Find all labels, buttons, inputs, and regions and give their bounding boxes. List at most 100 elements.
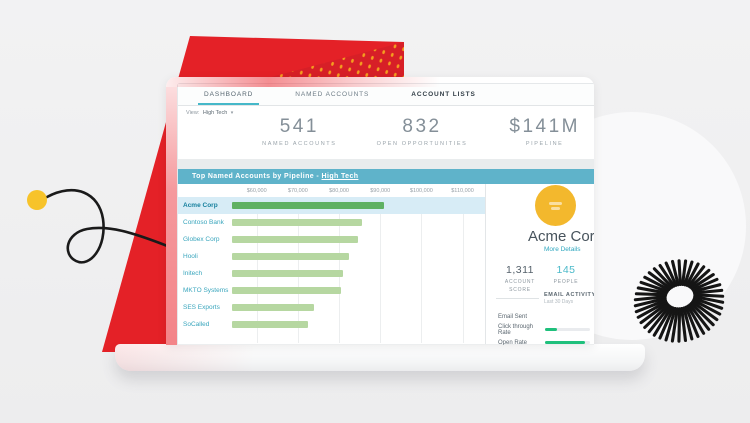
metric-row-click-through-rate: Click through Rate — [498, 323, 594, 336]
metric-label: Email Sent — [498, 313, 528, 320]
people-count: 145 PEOPLE — [553, 264, 579, 285]
tab-dashboard[interactable]: DASHBOARD — [197, 84, 260, 105]
pipeline-bar — [232, 304, 315, 311]
banner-title: Top Named Accounts by Pipeline - — [192, 173, 320, 180]
pipeline-bar — [232, 253, 350, 260]
stats-section: View: High Tech ▾ 541 NAMED ACCOUNTS 832 OP… — [178, 106, 594, 159]
pipeline-bar — [232, 202, 385, 209]
metric-label: Open Rate — [498, 339, 528, 346]
axis-tick-label: $100,000 — [409, 188, 433, 194]
bar-zone — [232, 321, 479, 328]
axis-tick-label: $80,000 — [329, 188, 349, 194]
account-score: 1,311 ACCOUNT SCORE — [504, 264, 536, 293]
pipeline-bar — [232, 236, 358, 243]
laptop-screen: DASHBOARD NAMED ACCOUNTS ACCOUNT LISTS Vie… — [166, 77, 594, 345]
axis-tick-label: $110,000 — [451, 188, 474, 194]
metric-row-open-rate: Open Rate — [498, 336, 594, 345]
email-activity-title: EMAIL ACTIVITY — [544, 292, 594, 298]
kpi-pipeline: $141M PIPELINE — [483, 116, 594, 147]
shell-ornament — [633, 259, 725, 343]
kpi-label: NAMED ACCOUNTS — [262, 141, 337, 147]
metric-track — [545, 341, 590, 344]
chart-row-socalled[interactable]: SoCalled — [178, 316, 485, 333]
company-label: SoCalled — [183, 321, 210, 328]
tab-bar: DASHBOARD NAMED ACCOUNTS ACCOUNT LISTS — [178, 84, 594, 106]
chart-row-mkto-systems[interactable]: MKTO Systems — [178, 282, 485, 299]
kpi-label: OPEN OPPORTUNITIES — [376, 141, 468, 147]
email-activity-header: EMAIL ACTIVITY Last 30 Days — [496, 292, 594, 305]
tab-named-accounts[interactable]: NAMED ACCOUNTS — [295, 91, 370, 98]
kpi-value: $141M — [509, 116, 580, 137]
kpi-label: PIPELINE — [525, 141, 564, 147]
axis-tick-label: $90,000 — [370, 188, 391, 194]
metric-row-email-sent: Email Sent — [498, 310, 594, 323]
chart-row-initech[interactable]: Initech — [178, 265, 485, 282]
bar-zone — [232, 287, 479, 294]
bar-zone — [232, 304, 479, 311]
company-label: SES Exports — [183, 304, 220, 311]
pipeline-bar — [232, 219, 362, 226]
chart-banner: Top Named Accounts by Pipeline - High Te… — [178, 169, 594, 184]
account-name: Acme Corp — [528, 228, 594, 245]
more-details-link[interactable]: More Details — [544, 246, 581, 253]
gridline — [380, 197, 382, 343]
bar-zone — [232, 253, 479, 260]
divider-line — [496, 298, 539, 299]
chart-row-hooli[interactable]: Hooli — [178, 248, 485, 265]
email-activity-subtitle: Last 30 Days — [544, 299, 574, 305]
view-selector[interactable]: View: High Tech ▾ — [186, 110, 233, 116]
metric-track — [545, 328, 590, 331]
dashboard-content: $60,000 $70,000 $80,000 $90,000 $100,000 $110… — [178, 184, 594, 345]
pipeline-bar — [232, 287, 342, 294]
bar-zone — [232, 270, 479, 277]
yellow-dot — [27, 190, 47, 210]
kpi-value: 541 — [279, 116, 319, 137]
company-label: Hooli — [183, 253, 198, 260]
pipeline-chart: $60,000 $70,000 $80,000 $90,000 $100,000 $110… — [178, 184, 486, 344]
chart-row-contoso-bank[interactable]: Contoso Bank — [178, 214, 485, 231]
metric-label: Click through Rate — [498, 323, 534, 336]
chart-row-ses-exports[interactable]: SES Exports — [178, 299, 485, 316]
bar-zone — [232, 219, 479, 226]
banner-high-tech-link[interactable]: High Tech — [321, 173, 359, 180]
kpi-open-opportunities: 832 OPEN OPPORTUNITIES — [361, 116, 484, 147]
account-stats: 1,311 ACCOUNT SCORE 145 PEOPLE OP — [498, 264, 594, 294]
section-divider — [178, 159, 594, 169]
kpi-named-accounts: 541 NAMED ACCOUNTS — [238, 116, 361, 147]
chart-axis: $60,000 $70,000 $80,000 $90,000 $100,000 $110… — [232, 184, 479, 197]
axis-tick-label: $60,000 — [246, 188, 267, 194]
account-logo-badge — [535, 185, 576, 226]
view-label: View: — [186, 110, 200, 116]
account-detail-panel: Acme Corp More Details 1,311 ACCOUNT SCO… — [486, 184, 594, 345]
metric-fill — [545, 341, 585, 344]
company-label: Acme Corp — [183, 202, 218, 209]
chart-row-acme-corp[interactable]: Acme Corp — [178, 197, 485, 214]
bar-zone — [232, 236, 479, 243]
dashboard-card: DASHBOARD NAMED ACCOUNTS ACCOUNT LISTS Vie… — [177, 83, 594, 345]
company-label: Globex Corp — [183, 236, 220, 243]
chart-row-globex-corp[interactable]: Globex Corp — [178, 231, 485, 248]
chevron-down-icon: ▾ — [230, 110, 234, 116]
company-label: Initech — [183, 270, 203, 277]
squiggle-line — [45, 188, 172, 264]
metric-fill — [545, 328, 558, 331]
chart-rows: Acme Corp Contoso Bank Globex Corp Hooli Ini… — [178, 197, 485, 333]
company-label: Contoso Bank — [183, 219, 224, 226]
kpi-value: 832 — [402, 116, 442, 137]
red-glow-left — [166, 87, 177, 345]
bar-zone — [232, 202, 479, 209]
gridline — [462, 197, 464, 343]
view-value: High Tech — [202, 110, 228, 116]
kpi-stats: 541 NAMED ACCOUNTS 832 OPEN OPPORTUNITIES $1… — [238, 116, 594, 147]
gridline — [421, 197, 423, 343]
axis-tick-label: $70,000 — [287, 188, 308, 194]
laptop-base — [115, 344, 645, 371]
pipeline-bar — [232, 321, 309, 328]
pipeline-bar — [232, 270, 344, 277]
red-dotted-wedge — [252, 42, 404, 82]
company-label: MKTO Systems — [183, 287, 229, 294]
tab-account-lists[interactable]: ACCOUNT LISTS — [411, 91, 476, 98]
chart-plot: Acme Corp Contoso Bank Globex Corp Hooli Ini… — [178, 197, 485, 343]
